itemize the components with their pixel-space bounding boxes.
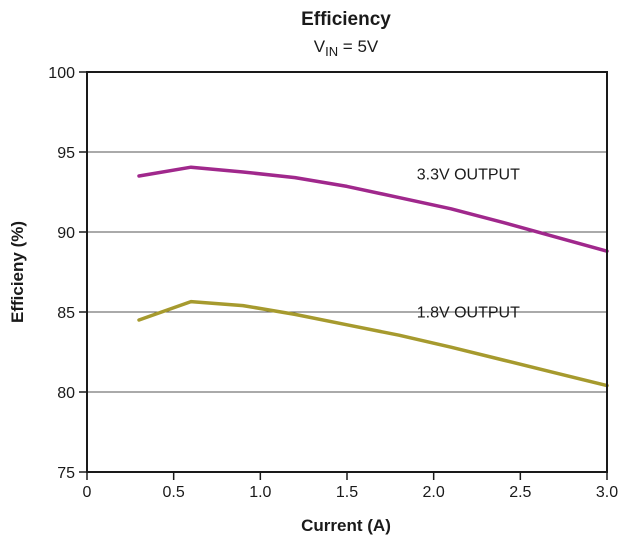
chart-subtitle: VIN = 5V	[314, 37, 379, 59]
axis-ticks: 75 80 85 90 95 100 0 0.5 1.0 1.5 2.0 2.5 3.0	[48, 65, 618, 501]
x-tick-label: 0	[83, 484, 92, 501]
series-labels: 3.3V OUTPUT 1.8V OUTPUT	[417, 166, 520, 321]
y-tick-label: 100	[48, 65, 75, 82]
y-tick-label: 80	[57, 385, 75, 402]
x-axis-label: Current (A)	[301, 516, 391, 535]
series-label-2: 1.8V OUTPUT	[417, 304, 520, 321]
x-tick-label: 1.0	[249, 484, 271, 501]
series-line-1	[137, 165, 609, 253]
series-label-1: 3.3V OUTPUT	[417, 166, 520, 183]
chart-title: Efficiency	[301, 9, 391, 30]
y-tick-label: 90	[57, 225, 75, 242]
gridlines	[87, 151, 607, 393]
x-tick-label: 1.5	[336, 484, 358, 501]
subtitle-rest: = 5V	[338, 37, 379, 56]
subtitle-main: V	[314, 37, 326, 56]
y-axis-label: Efficieny (%)	[8, 221, 27, 323]
plot-frame	[86, 71, 608, 473]
x-tick-label: 2.0	[423, 484, 445, 501]
x-tick-label: 3.0	[596, 484, 618, 501]
y-tick-label: 95	[57, 145, 75, 162]
x-tick-label: 0.5	[163, 484, 185, 501]
series-line-2	[137, 299, 609, 388]
y-tick-label: 85	[57, 305, 75, 322]
series-lines	[137, 165, 609, 388]
x-tick-label: 2.5	[509, 484, 531, 501]
subtitle-subscript: IN	[325, 44, 338, 59]
y-tick-label: 75	[57, 465, 75, 482]
